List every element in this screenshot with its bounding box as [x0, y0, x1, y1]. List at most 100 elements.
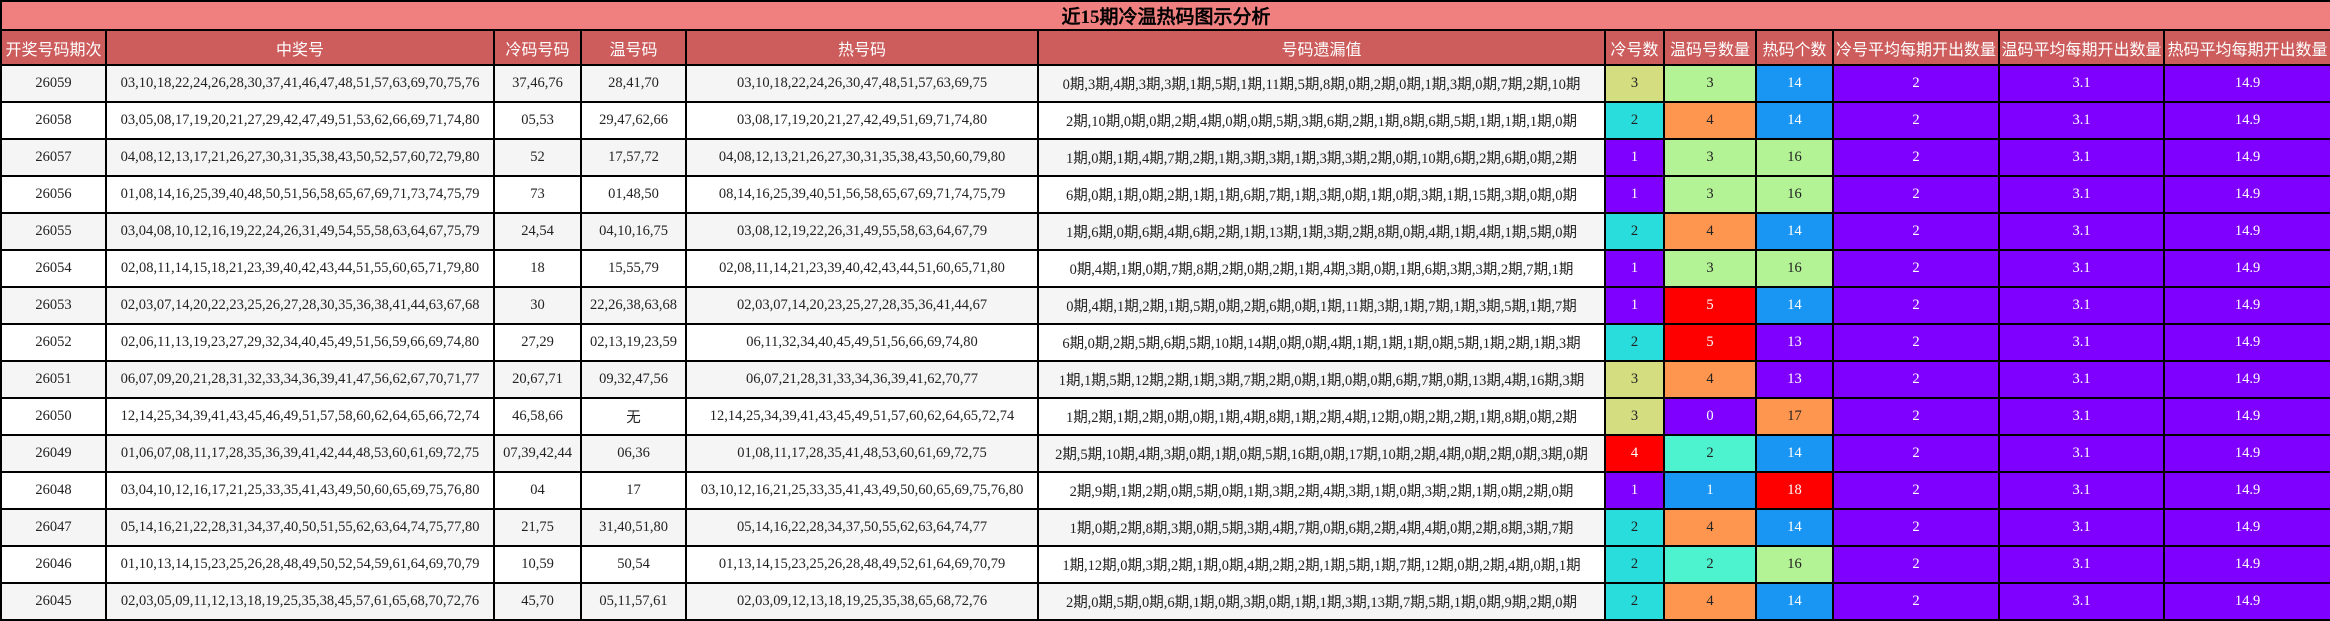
cell-hot-avg: 14.9 [2162, 397, 2330, 436]
table-row: 26049 01,06,07,08,11,17,28,35,36,39,41,42… [0, 434, 2330, 473]
cell-hot-numbers: 06,11,32,34,40,45,49,51,56,66,69,74,80 [685, 323, 1039, 362]
cell-issue: 26048 [0, 471, 107, 510]
cell-winning-numbers: 03,04,10,12,16,17,21,25,33,35,41,43,49,5… [105, 471, 495, 510]
cell-issue: 26045 [0, 582, 107, 621]
cell-issue: 26054 [0, 249, 107, 288]
cell-hot-numbers: 01,08,11,17,28,35,41,48,53,60,61,69,72,7… [685, 434, 1039, 473]
cell-warm-avg: 3.1 [1998, 212, 2165, 251]
table-row: 26057 04,08,12,13,17,21,26,27,30,31,35,38… [0, 138, 2330, 177]
cell-cold-count: 2 [1604, 582, 1665, 621]
cell-cold-avg: 2 [1832, 286, 2000, 325]
cell-hot-avg: 14.9 [2162, 323, 2330, 362]
cell-hot-numbers: 01,13,14,15,23,25,26,28,48,49,52,61,64,6… [685, 545, 1039, 584]
cell-cold-count: 1 [1604, 286, 1665, 325]
cell-cold-count: 1 [1604, 138, 1665, 177]
cell-missing-values: 2期,9期,1期,2期,0期,5期,0期,1期,3期,2期,4期,3期,1期,0… [1037, 471, 1606, 510]
cell-issue: 26056 [0, 175, 107, 214]
cell-hot-numbers: 05,14,16,22,28,34,37,50,55,62,63,64,74,7… [685, 508, 1039, 547]
cell-issue: 26053 [0, 286, 107, 325]
cell-cold-avg: 2 [1832, 212, 2000, 251]
table-title: 近15期冷温热码图示分析 [0, 0, 2330, 31]
cell-cold-avg: 2 [1832, 471, 2000, 510]
cell-warm-count: 2 [1663, 545, 1757, 584]
cell-issue: 26059 [0, 64, 107, 103]
cell-warm-count: 3 [1663, 249, 1757, 288]
cell-cold-numbers: 73 [493, 175, 582, 214]
cell-issue: 26047 [0, 508, 107, 547]
cell-hot-count: 14 [1755, 508, 1834, 547]
cell-winning-numbers: 04,08,12,13,17,21,26,27,30,31,35,38,43,5… [105, 138, 495, 177]
cell-warm-avg: 3.1 [1998, 101, 2165, 140]
cell-warm-count: 2 [1663, 434, 1757, 473]
cell-cold-avg: 2 [1832, 64, 2000, 103]
table-row: 26055 03,04,08,10,12,16,19,22,24,26,31,49… [0, 212, 2330, 251]
cell-issue: 26046 [0, 545, 107, 584]
cell-cold-numbers: 07,39,42,44 [493, 434, 582, 473]
table-row: 26054 02,08,11,14,15,18,21,23,39,40,42,43… [0, 249, 2330, 288]
cell-hot-numbers: 04,08,12,13,21,26,27,30,31,35,38,43,50,6… [685, 138, 1039, 177]
cell-cold-numbers: 21,75 [493, 508, 582, 547]
cell-hot-numbers: 02,08,11,14,21,23,39,40,42,43,44,51,60,6… [685, 249, 1039, 288]
table-row: 26056 01,08,14,16,25,39,40,48,50,51,56,58… [0, 175, 2330, 214]
column-header-warm-numbers: 温号码 [580, 29, 687, 66]
cell-hot-avg: 14.9 [2162, 471, 2330, 510]
cell-missing-values: 0期,4期,1期,0期,7期,8期,2期,0期,2期,1期,4期,3期,0期,1… [1037, 249, 1606, 288]
cell-cold-numbers: 30 [493, 286, 582, 325]
cell-warm-count: 4 [1663, 508, 1757, 547]
cell-missing-values: 2期,5期,10期,4期,3期,0期,1期,0期,5期,16期,0期,17期,1… [1037, 434, 1606, 473]
cell-winning-numbers: 01,10,13,14,15,23,25,26,28,48,49,50,52,5… [105, 545, 495, 584]
cell-cold-count: 2 [1604, 323, 1665, 362]
cell-warm-avg: 3.1 [1998, 397, 2165, 436]
cell-hot-avg: 14.9 [2162, 434, 2330, 473]
cell-issue: 26058 [0, 101, 107, 140]
cell-hot-avg: 14.9 [2162, 138, 2330, 177]
cell-cold-numbers: 20,67,71 [493, 360, 582, 399]
cell-winning-numbers: 05,14,16,21,22,28,31,34,37,40,50,51,55,6… [105, 508, 495, 547]
cell-winning-numbers: 02,03,07,14,20,22,23,25,26,27,28,30,35,3… [105, 286, 495, 325]
cell-cold-numbers: 04 [493, 471, 582, 510]
cell-warm-avg: 3.1 [1998, 323, 2165, 362]
cell-hot-numbers: 02,03,09,12,13,18,19,25,35,38,65,68,72,7… [685, 582, 1039, 621]
cell-hot-avg: 14.9 [2162, 360, 2330, 399]
cell-warm-numbers: 29,47,62,66 [580, 101, 687, 140]
cell-hot-count: 14 [1755, 582, 1834, 621]
cell-warm-count: 5 [1663, 323, 1757, 362]
cell-cold-numbers: 37,46,76 [493, 64, 582, 103]
cell-missing-values: 1期,0期,1期,4期,7期,2期,1期,3期,3期,1期,3期,3期,2期,0… [1037, 138, 1606, 177]
cell-warm-numbers: 17 [580, 471, 687, 510]
cell-warm-numbers: 06,36 [580, 434, 687, 473]
cell-missing-values: 2期,10期,0期,0期,2期,4期,0期,0期,5期,3期,6期,2期,1期,… [1037, 101, 1606, 140]
cell-missing-values: 1期,0期,2期,8期,3期,0期,5期,3期,4期,7期,0期,6期,2期,4… [1037, 508, 1606, 547]
cell-cold-count: 3 [1604, 64, 1665, 103]
cell-missing-values: 0期,3期,4期,3期,3期,1期,5期,1期,11期,5期,8期,0期,2期,… [1037, 64, 1606, 103]
cell-cold-avg: 2 [1832, 323, 2000, 362]
cell-warm-avg: 3.1 [1998, 508, 2165, 547]
cell-cold-count: 2 [1604, 101, 1665, 140]
column-header-hot-avg: 热码平均每期开出数量 [2162, 29, 2330, 66]
cell-hot-count: 16 [1755, 138, 1834, 177]
cell-hot-numbers: 08,14,16,25,39,40,51,56,58,65,67,69,71,7… [685, 175, 1039, 214]
cell-hot-count: 14 [1755, 101, 1834, 140]
cell-hot-count: 17 [1755, 397, 1834, 436]
column-header-missing-values: 号码遗漏值 [1037, 29, 1606, 66]
cell-warm-count: 3 [1663, 138, 1757, 177]
cell-winning-numbers: 02,03,05,09,11,12,13,18,19,25,35,38,45,5… [105, 582, 495, 621]
column-header-cold-numbers: 冷码号码 [493, 29, 582, 66]
cell-missing-values: 1期,6期,0期,6期,4期,6期,2期,1期,13期,1期,3期,2期,8期,… [1037, 212, 1606, 251]
cell-winning-numbers: 01,08,14,16,25,39,40,48,50,51,56,58,65,6… [105, 175, 495, 214]
cell-cold-numbers: 05,53 [493, 101, 582, 140]
table-row: 26058 03,05,08,17,19,20,21,27,29,42,47,49… [0, 101, 2330, 140]
cell-warm-numbers: 05,11,57,61 [580, 582, 687, 621]
cell-hot-avg: 14.9 [2162, 508, 2330, 547]
cell-hot-numbers: 03,10,12,16,21,25,33,35,41,43,49,50,60,6… [685, 471, 1039, 510]
column-header-cold-avg: 冷号平均每期开出数量 [1832, 29, 2000, 66]
cell-warm-count: 4 [1663, 212, 1757, 251]
cell-cold-count: 2 [1604, 508, 1665, 547]
cell-warm-numbers: 17,57,72 [580, 138, 687, 177]
cell-warm-numbers: 09,32,47,56 [580, 360, 687, 399]
cell-cold-avg: 2 [1832, 434, 2000, 473]
cell-warm-avg: 3.1 [1998, 64, 2165, 103]
table-row: 26051 06,07,09,20,21,28,31,32,33,34,36,39… [0, 360, 2330, 399]
cell-hot-avg: 14.9 [2162, 101, 2330, 140]
